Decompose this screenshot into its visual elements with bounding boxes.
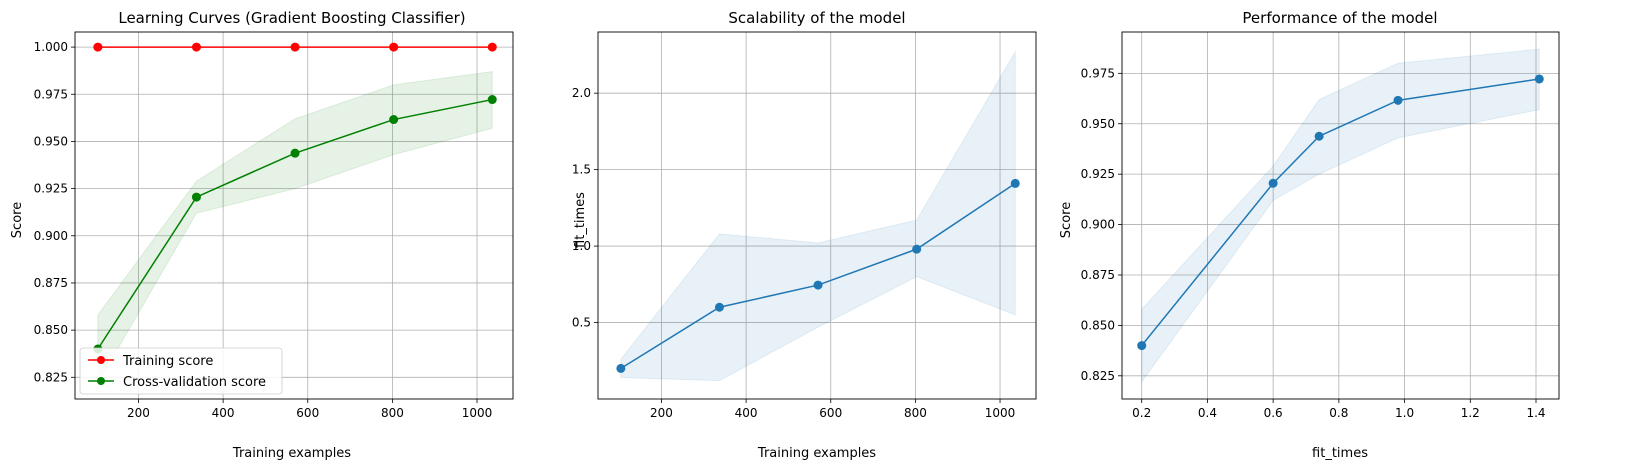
x-tick-label: 1.4 bbox=[1526, 406, 1545, 420]
x-tick-label: 400 bbox=[735, 406, 758, 420]
y-tick-label: 0.925 bbox=[34, 182, 68, 196]
x-tick-label: 1.2 bbox=[1461, 406, 1480, 420]
panel-title: Performance of the model bbox=[1242, 9, 1437, 27]
y-tick-label: 0.825 bbox=[34, 370, 68, 384]
axes-frame bbox=[74, 31, 514, 400]
panel-title: Learning Curves (Gradient Boosting Class… bbox=[118, 9, 465, 27]
x-axis-label: Training examples bbox=[757, 446, 876, 461]
data-point bbox=[1137, 341, 1147, 351]
y-tick-label: 0.900 bbox=[1081, 218, 1115, 232]
data-point bbox=[290, 148, 300, 158]
data-point bbox=[290, 42, 300, 52]
learning-curves-panel: Learning Curves (Gradient Boosting Class… bbox=[10, 9, 514, 461]
y-axis-label: Score bbox=[1059, 202, 1074, 238]
scalability-panel: Scalability of the model Training exampl… bbox=[572, 9, 1037, 461]
x-tick-label: 0.2 bbox=[1132, 406, 1151, 420]
x-tick-label: 1000 bbox=[462, 406, 493, 420]
x-tick-label: 400 bbox=[212, 406, 235, 420]
y-tick-label: 0.825 bbox=[1081, 369, 1115, 383]
data-point bbox=[1393, 95, 1403, 105]
y-tick-label: 0.975 bbox=[34, 87, 68, 101]
y-tick-label: 0.850 bbox=[34, 323, 68, 337]
performance-panel: Performance of the model fit_times Score… bbox=[1059, 9, 1560, 461]
x-tick-label: 200 bbox=[650, 406, 673, 420]
data-point bbox=[1534, 74, 1544, 84]
x-tick-label: 800 bbox=[904, 406, 927, 420]
y-tick-label: 0.5 bbox=[572, 316, 591, 330]
x-axis-label: Training examples bbox=[232, 446, 351, 461]
data-point bbox=[93, 42, 103, 52]
data-point bbox=[487, 42, 497, 52]
x-tick-label: 0.4 bbox=[1198, 406, 1217, 420]
data-point bbox=[1314, 131, 1324, 141]
data-point bbox=[813, 280, 823, 290]
legend-label: Training score bbox=[122, 354, 213, 369]
y-tick-label: 0.950 bbox=[1081, 117, 1115, 131]
x-axis-label: fit_times bbox=[1312, 446, 1368, 461]
x-tick-label: 800 bbox=[381, 406, 404, 420]
legend-marker bbox=[97, 377, 105, 385]
data-point bbox=[1268, 178, 1278, 188]
x-tick-label: 0.8 bbox=[1329, 406, 1348, 420]
y-axis-label: Score bbox=[10, 202, 25, 238]
panel-title: Scalability of the model bbox=[728, 9, 905, 27]
data-point bbox=[389, 115, 399, 125]
confidence-band bbox=[97, 71, 493, 385]
y-tick-label: 1.5 bbox=[572, 163, 591, 177]
legend-marker bbox=[97, 356, 105, 364]
x-tick-label: 600 bbox=[819, 406, 842, 420]
y-tick-label: 2.0 bbox=[572, 86, 591, 100]
confidence-band bbox=[620, 50, 1016, 382]
x-tick-label: 0.6 bbox=[1264, 406, 1283, 420]
x-tick-label: 1.0 bbox=[1395, 406, 1414, 420]
data-point bbox=[1010, 178, 1020, 188]
y-tick-label: 1.0 bbox=[572, 239, 591, 253]
y-tick-label: 0.950 bbox=[34, 134, 68, 148]
data-point bbox=[191, 42, 201, 52]
y-tick-label: 0.975 bbox=[1081, 66, 1115, 80]
confidence-band bbox=[1141, 48, 1540, 384]
legend-label: Cross-validation score bbox=[123, 375, 266, 390]
x-tick-label: 1000 bbox=[985, 406, 1016, 420]
y-tick-label: 1.000 bbox=[34, 40, 68, 54]
data-point bbox=[912, 244, 922, 254]
y-tick-label: 0.875 bbox=[1081, 268, 1115, 282]
x-tick-label: 600 bbox=[296, 406, 319, 420]
data-point bbox=[714, 302, 724, 312]
data-point bbox=[389, 42, 399, 52]
x-tick-label: 200 bbox=[127, 406, 150, 420]
y-tick-label: 0.925 bbox=[1081, 167, 1115, 181]
data-point bbox=[191, 192, 201, 202]
y-axis-label: fit_times bbox=[573, 192, 588, 248]
legend-box bbox=[79, 347, 283, 395]
y-tick-label: 0.850 bbox=[1081, 318, 1115, 332]
axes-frame bbox=[1121, 31, 1560, 400]
y-tick-label: 0.900 bbox=[34, 229, 68, 243]
data-point bbox=[487, 95, 497, 105]
y-tick-label: 0.875 bbox=[34, 276, 68, 290]
data-point bbox=[616, 363, 626, 373]
axes-frame bbox=[597, 31, 1037, 400]
